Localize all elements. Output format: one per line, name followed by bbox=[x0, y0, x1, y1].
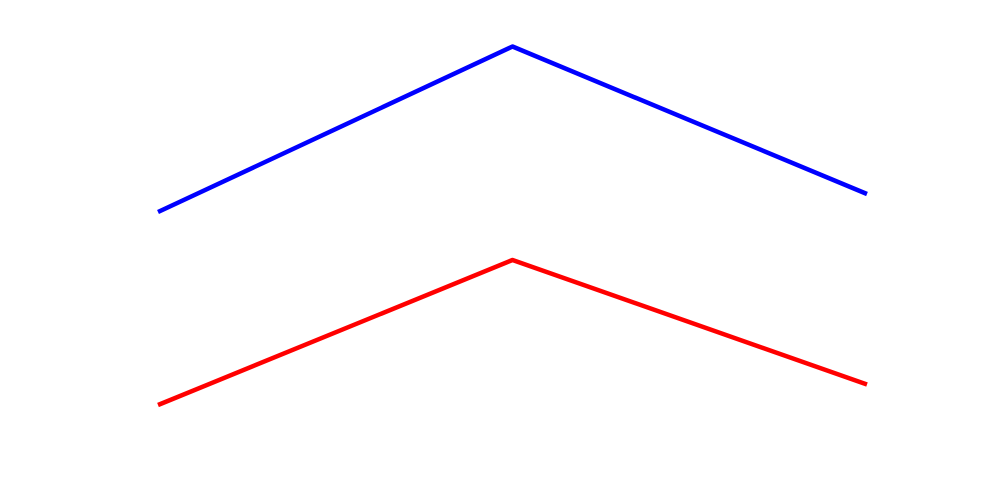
red-series-line bbox=[158, 260, 867, 405]
blue-series-point-1 bbox=[511, 45, 515, 49]
red-series-point-1 bbox=[511, 258, 515, 262]
red-series-point-2 bbox=[865, 383, 869, 387]
blue-series-point-0 bbox=[156, 210, 160, 214]
red-series-point-0 bbox=[156, 403, 160, 407]
blue-series-point-2 bbox=[865, 192, 869, 196]
blue-series-line bbox=[158, 47, 867, 213]
